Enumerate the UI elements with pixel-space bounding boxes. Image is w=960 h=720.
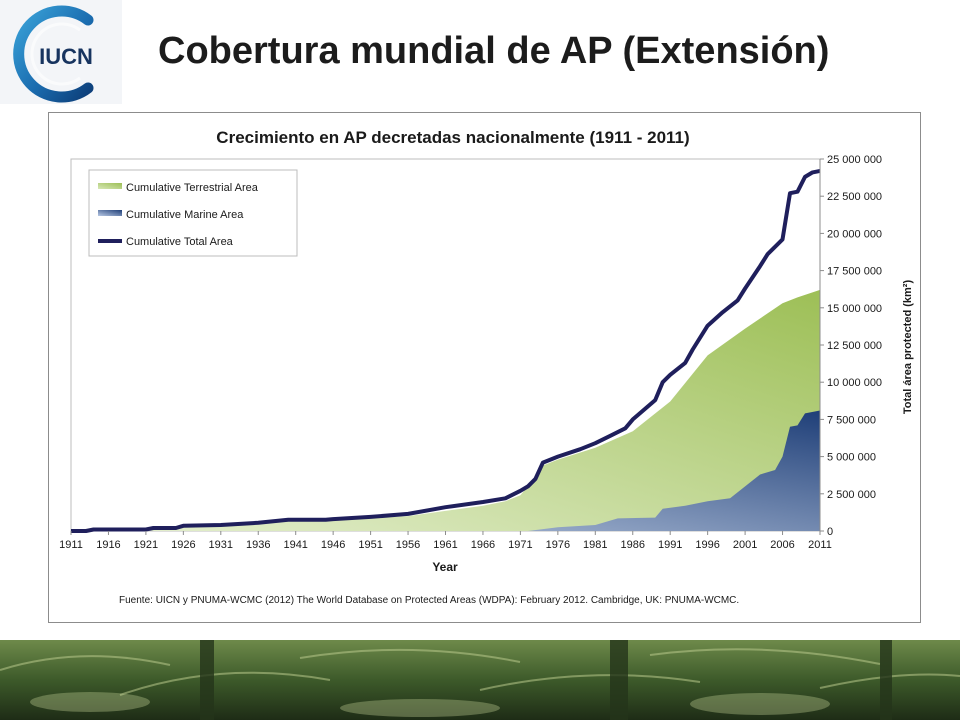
x-tick-label: 1916: [96, 539, 120, 551]
y-tick-label: 15 000 000: [827, 303, 882, 315]
legend-swatch-marine: [98, 210, 122, 216]
chart: Crecimiento en AP decretadas nacionalmen…: [59, 128, 914, 606]
x-tick-label: 1991: [658, 539, 682, 551]
y-tick-label: 20 000 000: [827, 228, 882, 240]
x-tick-label: 1911: [59, 539, 83, 551]
legend-label-total: Cumulative Total Area: [126, 236, 234, 248]
legend-swatch-terrestrial: [98, 183, 122, 189]
x-tick-label: 1996: [695, 539, 719, 551]
x-tick-label: 2006: [770, 539, 794, 551]
x-tick-label: 1956: [396, 539, 420, 551]
legend: Cumulative Terrestrial Area Cumulative M…: [88, 169, 298, 257]
x-tick-label: 1971: [508, 539, 532, 551]
forest-banner: [0, 640, 960, 720]
line-layer: [71, 168, 821, 533]
y-axis-label: Total área protected (km²): [902, 280, 914, 415]
x-tick-label: 1946: [321, 539, 345, 551]
y-axis: 0 2 500 000 5 000 000 7 500 000 10 000 000 12…: [819, 154, 882, 538]
y-tick-label: 12 500 000: [827, 340, 882, 352]
chart-frame: Crecimiento en AP decretadas nacionalmen…: [48, 112, 921, 623]
terrestrial-area: [71, 289, 820, 531]
y-tick-label: 17 500 000: [827, 266, 882, 278]
x-tick-label: 2001: [733, 539, 757, 551]
y-tick-label: 7 500 000: [827, 414, 876, 426]
iucn-logo: IUCN: [0, 0, 122, 104]
source-note: Fuente: UICN y PNUMA-WCMC (2012) The Wor…: [119, 595, 739, 606]
chart-title: Crecimiento en AP decretadas nacionalmen…: [216, 128, 689, 147]
total-line: [71, 168, 821, 533]
y-tick-label: 10 000 000: [827, 377, 882, 389]
x-tick-label: 2011: [808, 539, 832, 551]
area-layer: [71, 289, 820, 531]
x-axis-label: Year: [432, 560, 458, 574]
x-tick-label: 1941: [283, 539, 307, 551]
x-tick-label: 1921: [134, 539, 158, 551]
x-tick-label: 1981: [583, 539, 607, 551]
legend-label-terrestrial: Cumulative Terrestrial Area: [126, 182, 259, 194]
legend-box: [88, 169, 298, 257]
slide-title: Cobertura mundial de AP (Extensión): [158, 30, 830, 72]
logo-text: IUCN: [39, 44, 93, 69]
x-tick-label: 1931: [209, 539, 233, 551]
y-tick-label: 2 500 000: [827, 489, 876, 501]
y-tick-label: 22 500 000: [827, 191, 882, 203]
x-tick-label: 1966: [471, 539, 495, 551]
x-axis: 1911 1916 1921 1926 1931 1936 1941 1946 1951 1956…: [59, 531, 832, 551]
x-tick-label: 1951: [358, 539, 382, 551]
y-tick-label: 25 000 000: [827, 154, 882, 166]
x-tick-label: 1936: [246, 539, 270, 551]
x-tick-label: 1961: [433, 539, 457, 551]
y-tick-label: 0: [827, 526, 833, 538]
x-tick-label: 1986: [621, 539, 645, 551]
x-tick-label: 1926: [171, 539, 195, 551]
marine-area: [71, 410, 820, 531]
x-tick-label: 1976: [546, 539, 570, 551]
y-tick-label: 5 000 000: [827, 452, 876, 464]
legend-label-marine: Cumulative Marine Area: [126, 209, 244, 221]
